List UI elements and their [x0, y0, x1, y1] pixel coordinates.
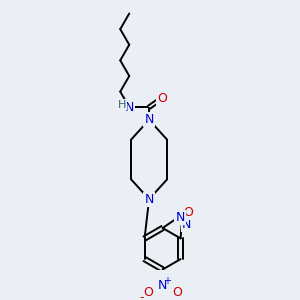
Text: O: O [183, 206, 193, 219]
Text: N: N [182, 218, 191, 231]
Text: -: - [140, 291, 144, 300]
Text: N: N [175, 211, 185, 224]
Text: +: + [163, 276, 171, 286]
Text: N: N [158, 279, 167, 292]
Text: O: O [143, 286, 153, 299]
Text: H: H [118, 100, 126, 110]
Text: N: N [124, 101, 134, 114]
Text: N: N [144, 113, 154, 126]
Text: N: N [144, 193, 154, 206]
Text: O: O [172, 286, 182, 299]
Text: O: O [157, 92, 167, 105]
